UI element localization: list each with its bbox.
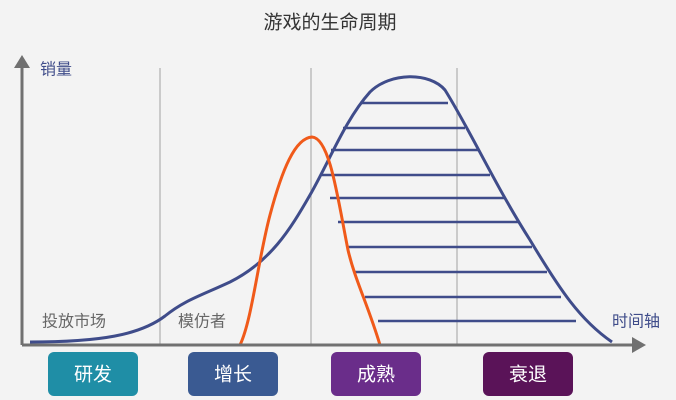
x-arrow xyxy=(632,337,646,353)
stage-box xyxy=(48,352,138,396)
dividers xyxy=(159,68,458,345)
imitator-curve xyxy=(238,135,382,346)
x-label: 时间轴 xyxy=(612,312,660,331)
stripes xyxy=(322,101,576,323)
stage-label: 增长 xyxy=(214,364,252,386)
stage-label: 研发 xyxy=(74,364,112,386)
region-label: 模仿者 xyxy=(178,312,226,331)
stage-box xyxy=(331,352,421,396)
axes xyxy=(14,55,646,353)
stages: 研发 增长 成熟 衰退 xyxy=(48,352,573,396)
title: 游戏的生命周期 xyxy=(263,12,396,34)
sales-curve xyxy=(29,75,613,344)
stage-label: 衰退 xyxy=(509,364,547,386)
y-arrow xyxy=(14,55,30,68)
stage-box xyxy=(188,352,278,396)
stage-box xyxy=(483,352,573,396)
stage-label: 成熟 xyxy=(357,364,395,386)
region-label: 投放市场 xyxy=(42,312,106,331)
y-label: 销量 xyxy=(40,60,72,79)
